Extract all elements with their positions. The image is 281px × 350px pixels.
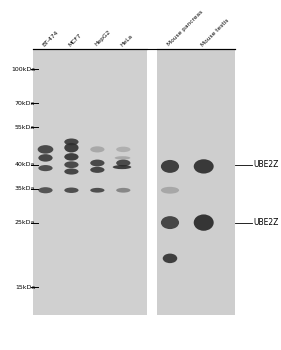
Ellipse shape	[64, 139, 79, 145]
Ellipse shape	[64, 168, 79, 175]
Ellipse shape	[38, 165, 53, 171]
Ellipse shape	[161, 216, 179, 229]
Text: 25kDa: 25kDa	[15, 220, 35, 225]
Ellipse shape	[116, 160, 130, 166]
Ellipse shape	[116, 147, 130, 152]
Ellipse shape	[90, 167, 105, 173]
Ellipse shape	[64, 153, 79, 161]
Text: Mouse testis: Mouse testis	[200, 17, 230, 47]
Ellipse shape	[161, 187, 179, 194]
Ellipse shape	[113, 165, 131, 169]
Text: 15kDa: 15kDa	[15, 285, 35, 290]
Text: Mouse pancreas: Mouse pancreas	[166, 9, 204, 47]
Ellipse shape	[38, 145, 53, 154]
Text: 40kDa: 40kDa	[15, 162, 35, 167]
Text: BT-474: BT-474	[42, 29, 60, 47]
Ellipse shape	[90, 146, 105, 153]
Ellipse shape	[163, 254, 177, 263]
Ellipse shape	[194, 215, 214, 231]
Ellipse shape	[194, 159, 214, 174]
Text: HeLa: HeLa	[120, 33, 134, 47]
FancyBboxPatch shape	[33, 49, 147, 315]
Text: 35kDa: 35kDa	[15, 186, 35, 191]
Ellipse shape	[38, 154, 53, 162]
Ellipse shape	[90, 160, 105, 166]
Ellipse shape	[115, 156, 130, 160]
Ellipse shape	[90, 188, 105, 193]
Ellipse shape	[161, 160, 179, 173]
FancyBboxPatch shape	[157, 49, 235, 315]
Ellipse shape	[116, 188, 130, 193]
Ellipse shape	[38, 187, 53, 193]
Ellipse shape	[64, 188, 79, 193]
Text: HepG2: HepG2	[94, 29, 112, 47]
Text: 70kDa: 70kDa	[15, 101, 35, 106]
Text: 100kDa: 100kDa	[11, 67, 35, 72]
Text: 55kDa: 55kDa	[15, 125, 35, 130]
Text: UBE2Z: UBE2Z	[253, 218, 278, 227]
Text: MCF7: MCF7	[68, 32, 83, 47]
Ellipse shape	[64, 143, 79, 153]
Text: UBE2Z: UBE2Z	[253, 160, 278, 169]
Ellipse shape	[64, 161, 79, 168]
